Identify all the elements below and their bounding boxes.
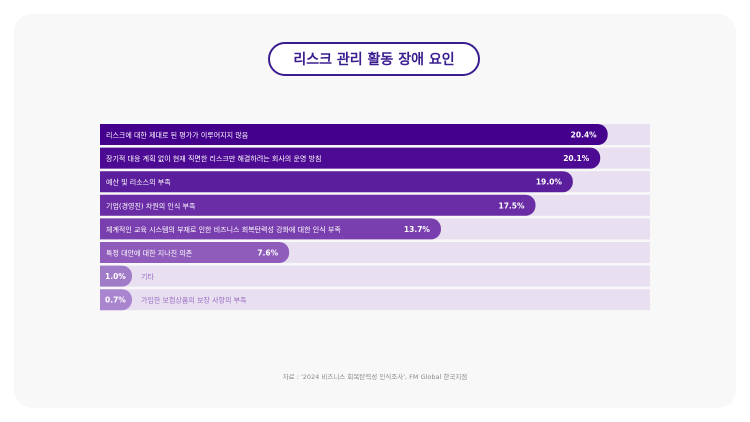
bar bbox=[100, 289, 132, 311]
bar-category-label: 예산 및 리소스의 부족 bbox=[106, 178, 171, 187]
bar-value-label: 20.4% bbox=[571, 131, 598, 140]
bar bbox=[100, 171, 573, 193]
bar-value-label: 7.6% bbox=[257, 249, 278, 258]
bar-category-label: 기타 bbox=[141, 272, 154, 281]
bar-value-label: 1.0% bbox=[105, 272, 126, 281]
bar bbox=[100, 147, 601, 169]
bar bbox=[100, 265, 132, 287]
bar-category-label: 가입한 보험상품의 보장 사항의 부족 bbox=[141, 296, 247, 305]
bar-value-label: 13.7% bbox=[404, 225, 431, 234]
bar bbox=[100, 194, 536, 216]
bar-category-label: 체계적인 교육 시스템의 부재로 인한 비즈니스 회복탄력성 강화에 대한 인식… bbox=[106, 225, 341, 234]
bar-category-label: 리스크에 대한 제대로 된 평가가 이루어지지 않음 bbox=[106, 131, 249, 140]
bar bbox=[100, 218, 441, 240]
bar bbox=[100, 124, 608, 145]
bar-track bbox=[100, 289, 650, 311]
bar-category-label: 기업(경영진) 차원의 인식 부족 bbox=[106, 201, 196, 210]
bar-category-label: 장기적 대응 계획 없이 현재 직면한 리스크만 해결하려는 회사의 운영 방침 bbox=[106, 154, 321, 163]
chart-title: 리스크 관리 활동 장애 요인 bbox=[268, 42, 480, 76]
bar-value-label: 20.1% bbox=[563, 154, 590, 163]
source-note: 자료 : '2024 비즈니스 회복탄력성 인식조사', FM Global 한… bbox=[282, 373, 468, 381]
bar-category-label: 특정 대안에 대한 지나친 의존 bbox=[106, 249, 193, 258]
bar-value-label: 19.0% bbox=[536, 178, 563, 187]
bar bbox=[100, 242, 290, 263]
bar-value-label: 0.7% bbox=[105, 296, 126, 305]
bar-track bbox=[100, 265, 650, 287]
bar-value-label: 17.5% bbox=[498, 201, 525, 210]
